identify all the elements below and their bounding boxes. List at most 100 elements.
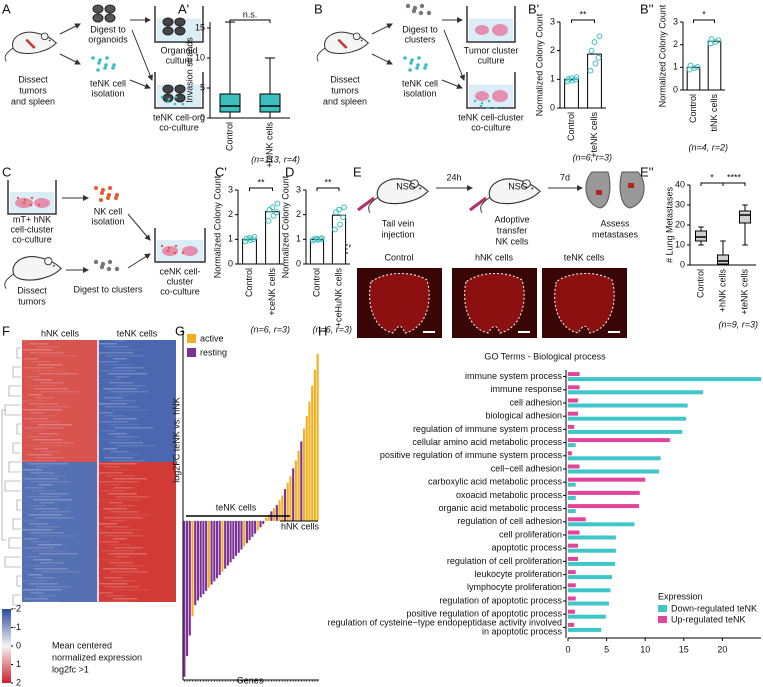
heatmap-row: [111, 340, 125, 342]
heatmap-row: [103, 448, 117, 450]
bar: [568, 411, 579, 416]
heatmap-row: [24, 478, 58, 480]
mouse-ear: [522, 179, 531, 189]
heatmap-row: [25, 367, 54, 369]
cluster: [492, 24, 508, 36]
heatmap-row: [35, 577, 54, 579]
bar: [210, 520, 213, 585]
bar: [262, 520, 265, 525]
cell: [29, 203, 33, 207]
significance-label: n.s.: [243, 9, 258, 19]
heatmap-row: [26, 376, 40, 378]
heatmap-row: [102, 439, 131, 441]
label: and spleen: [323, 96, 367, 106]
heatmap-row: [23, 409, 62, 411]
heatmap-row: [24, 418, 48, 420]
note: (n=113, r=4): [251, 154, 300, 164]
x-tick-label: 10: [640, 644, 650, 654]
data-point: [332, 226, 338, 233]
panel-label: B: [314, 1, 323, 16]
bar: [568, 601, 609, 606]
heatmap-row: [38, 484, 52, 486]
data-point: [712, 39, 719, 45]
heatmap-row: [117, 454, 141, 456]
heatmap-row: [107, 484, 121, 486]
cell: [166, 249, 170, 253]
heatmap-row: [112, 469, 131, 471]
note: (n=9, r=3): [718, 319, 758, 329]
heatmap-row: [106, 415, 125, 417]
label: NK cell: [94, 206, 123, 216]
heatmap-row: [104, 457, 133, 459]
dendrogram: [8, 461, 21, 473]
heatmap-row: [38, 424, 72, 426]
label: log2fc >1: [52, 664, 89, 674]
bar: [297, 450, 300, 521]
box: [259, 93, 281, 113]
panel-label: C': [215, 164, 227, 179]
heatmap-row: [27, 505, 46, 507]
heatmap-row: [29, 343, 48, 345]
mouse-eye: [48, 39, 51, 42]
panel-label: C: [2, 164, 11, 179]
bar: [183, 520, 186, 677]
y-tick-label: 3: [296, 184, 301, 194]
y-tick-label: 15: [195, 22, 205, 32]
heatmap-row: [32, 550, 66, 552]
x-tick-label: +teNK cells: [739, 269, 749, 315]
lung: [619, 171, 645, 209]
legend-title: Expression: [658, 591, 703, 601]
x-tick-label: +ceNK cells: [267, 268, 277, 316]
data-point: [565, 76, 572, 82]
bar: [240, 520, 243, 550]
box: [739, 210, 751, 224]
cell: [418, 10, 424, 16]
heatmap-row: [116, 445, 155, 447]
dendrogram: [12, 442, 21, 454]
y-axis-label: Normalized Colony Count: [657, 4, 667, 107]
heatmap-row: [105, 406, 139, 408]
organoid: [174, 84, 186, 94]
cell: [405, 3, 411, 9]
label: NSG: [396, 181, 416, 191]
heatmap-row: [110, 391, 149, 393]
heatmap-row: [117, 574, 131, 576]
arrow: [443, 29, 465, 81]
cell: [23, 198, 27, 202]
heatmap-row: [107, 544, 131, 546]
organoid: [104, 13, 116, 23]
heatmap-row: [30, 532, 64, 534]
bar: [564, 78, 579, 109]
mouse-body: [12, 31, 58, 55]
cell: [107, 259, 113, 265]
heatmap-row: [107, 424, 141, 426]
heatmap-row: [38, 544, 62, 546]
dendrogram: [12, 594, 21, 606]
bar: [568, 372, 580, 377]
heatmap-row: [36, 346, 60, 348]
bar: [568, 504, 640, 509]
dendrogram: [16, 423, 21, 435]
heatmap-row: [31, 601, 60, 603]
label: culture: [477, 55, 504, 65]
cell: [167, 246, 171, 250]
cluster: [34, 198, 50, 208]
heatmap-row: [101, 430, 115, 432]
bar: [568, 517, 586, 522]
bar: [568, 583, 576, 588]
mouse-body: [324, 31, 370, 55]
arrow: [127, 253, 151, 269]
heatmap-row: [40, 442, 74, 444]
lung-outline: [554, 273, 615, 334]
bar: [568, 377, 761, 382]
cell: [104, 63, 108, 67]
label: Tumor cluster: [464, 45, 519, 55]
label: Adoptive: [494, 214, 529, 224]
bar: [289, 476, 292, 521]
y-tick-label: 10: [675, 239, 685, 249]
y-axis-label: Invasion strands: [184, 37, 194, 103]
heatmap-row: [23, 469, 42, 471]
y-tick-label: oxoacid metabolic process: [456, 490, 563, 500]
heatmap-row: [29, 403, 58, 405]
organoid: [174, 26, 186, 36]
